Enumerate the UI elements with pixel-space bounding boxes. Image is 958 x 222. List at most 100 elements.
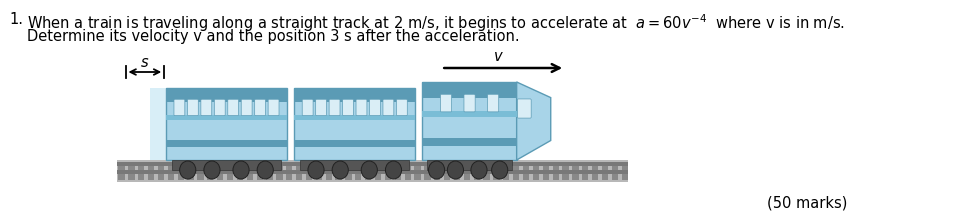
Bar (166, 140, 287, 147)
Bar (385, 164, 391, 180)
Bar (217, 164, 223, 180)
FancyBboxPatch shape (294, 88, 415, 160)
Circle shape (428, 161, 445, 179)
Polygon shape (516, 82, 551, 160)
Bar (117, 162, 627, 166)
Bar (316, 164, 322, 180)
Bar (168, 164, 174, 180)
Bar (365, 164, 372, 180)
FancyBboxPatch shape (166, 88, 287, 160)
Bar (434, 164, 441, 180)
FancyBboxPatch shape (383, 99, 394, 116)
Bar (427, 160, 512, 170)
Bar (335, 164, 342, 180)
Bar (172, 160, 281, 170)
FancyBboxPatch shape (174, 99, 185, 116)
Text: (50 marks): (50 marks) (767, 195, 848, 210)
Bar (464, 164, 470, 180)
Bar (306, 164, 312, 180)
Bar (444, 164, 450, 180)
Text: $s$: $s$ (140, 55, 149, 70)
FancyBboxPatch shape (316, 99, 327, 116)
Bar (294, 88, 415, 102)
Circle shape (471, 161, 487, 179)
FancyBboxPatch shape (228, 99, 239, 116)
Bar (404, 164, 411, 180)
Circle shape (361, 161, 377, 179)
Circle shape (257, 161, 273, 179)
Circle shape (180, 161, 195, 179)
Bar (513, 164, 519, 180)
Text: Determine its velocity v and the position 3 s after the acceleration.: Determine its velocity v and the positio… (27, 29, 519, 44)
Circle shape (332, 161, 349, 179)
Bar (246, 164, 253, 180)
FancyBboxPatch shape (255, 99, 265, 116)
FancyBboxPatch shape (268, 99, 279, 116)
Bar (276, 164, 283, 180)
FancyBboxPatch shape (215, 99, 225, 116)
FancyBboxPatch shape (422, 82, 516, 160)
Circle shape (447, 161, 464, 179)
Bar (523, 164, 529, 180)
Circle shape (385, 161, 401, 179)
Bar (612, 164, 618, 180)
Bar (473, 164, 480, 180)
FancyBboxPatch shape (397, 99, 407, 116)
Bar (149, 88, 168, 160)
FancyBboxPatch shape (188, 99, 198, 116)
FancyBboxPatch shape (330, 99, 340, 116)
FancyBboxPatch shape (517, 99, 531, 118)
FancyBboxPatch shape (356, 99, 367, 116)
FancyBboxPatch shape (302, 99, 313, 116)
Bar (296, 164, 303, 180)
Text: 1.: 1. (9, 12, 23, 27)
Bar (395, 164, 401, 180)
Bar (207, 164, 214, 180)
Circle shape (491, 161, 508, 179)
Bar (424, 164, 430, 180)
Bar (422, 82, 516, 98)
Bar (117, 160, 627, 182)
Bar (188, 164, 194, 180)
Text: When a train is traveling along a straight track at 2 m/s, it begins to accelera: When a train is traveling along a straig… (27, 12, 845, 34)
Bar (294, 140, 415, 147)
Bar (166, 115, 287, 120)
FancyBboxPatch shape (370, 99, 380, 116)
Bar (286, 164, 292, 180)
Circle shape (204, 161, 220, 179)
Bar (422, 138, 516, 146)
FancyBboxPatch shape (464, 94, 475, 112)
Bar (602, 164, 608, 180)
FancyBboxPatch shape (201, 99, 212, 116)
Bar (533, 164, 539, 180)
Bar (119, 164, 125, 180)
Bar (138, 164, 145, 180)
Bar (454, 164, 460, 180)
Bar (375, 164, 381, 180)
Bar (237, 164, 243, 180)
Bar (582, 164, 588, 180)
Bar (345, 164, 352, 180)
Bar (326, 164, 331, 180)
Bar (484, 164, 490, 180)
Bar (622, 164, 627, 180)
Circle shape (233, 161, 249, 179)
Bar (422, 111, 516, 117)
Bar (197, 164, 204, 180)
Bar (117, 170, 627, 174)
Bar (493, 164, 500, 180)
Text: v: v (494, 49, 503, 64)
Bar (257, 164, 262, 180)
Bar (553, 164, 559, 180)
Bar (572, 164, 579, 180)
Bar (503, 164, 510, 180)
Bar (148, 164, 154, 180)
Bar (158, 164, 164, 180)
Bar (227, 164, 233, 180)
Bar (542, 164, 549, 180)
Circle shape (308, 161, 324, 179)
FancyBboxPatch shape (241, 99, 252, 116)
Bar (294, 115, 415, 120)
Bar (355, 164, 361, 180)
Bar (166, 88, 287, 102)
